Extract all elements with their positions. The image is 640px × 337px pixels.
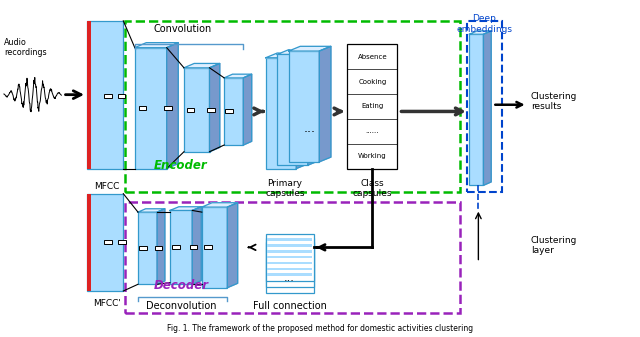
Text: Convolution: Convolution bbox=[154, 24, 212, 34]
Polygon shape bbox=[209, 63, 220, 152]
Bar bbox=[87, 194, 124, 291]
Bar bbox=[172, 245, 179, 249]
Bar bbox=[140, 246, 147, 250]
Bar bbox=[155, 246, 163, 250]
Bar bbox=[87, 194, 92, 291]
Text: Cooking: Cooking bbox=[358, 79, 387, 85]
Polygon shape bbox=[289, 47, 331, 51]
Bar bbox=[267, 273, 312, 276]
Bar bbox=[267, 243, 312, 245]
Polygon shape bbox=[135, 43, 178, 48]
Bar bbox=[267, 247, 312, 250]
FancyBboxPatch shape bbox=[184, 68, 209, 152]
Bar bbox=[189, 245, 197, 249]
Polygon shape bbox=[224, 74, 252, 78]
Bar bbox=[267, 260, 312, 263]
Bar bbox=[267, 273, 312, 276]
Text: Encoder: Encoder bbox=[154, 158, 207, 172]
Text: Decoder: Decoder bbox=[154, 279, 209, 292]
Text: ...: ... bbox=[303, 122, 315, 135]
Polygon shape bbox=[170, 207, 201, 210]
Bar bbox=[139, 106, 147, 110]
Bar bbox=[267, 255, 312, 257]
FancyBboxPatch shape bbox=[138, 212, 157, 284]
FancyBboxPatch shape bbox=[170, 210, 192, 284]
Bar bbox=[266, 234, 314, 281]
Text: ......: ...... bbox=[365, 128, 379, 134]
Polygon shape bbox=[319, 47, 331, 162]
Text: Clustering
results: Clustering results bbox=[531, 92, 577, 111]
Polygon shape bbox=[277, 50, 319, 54]
FancyBboxPatch shape bbox=[266, 58, 296, 168]
Text: Audio
recordings: Audio recordings bbox=[4, 38, 47, 57]
Bar bbox=[267, 249, 312, 251]
Text: ...: ... bbox=[284, 273, 295, 282]
Bar bbox=[348, 44, 397, 168]
Polygon shape bbox=[202, 203, 237, 207]
Text: Full connection: Full connection bbox=[253, 301, 326, 311]
Bar bbox=[267, 266, 312, 269]
Polygon shape bbox=[184, 63, 220, 68]
Polygon shape bbox=[296, 53, 308, 168]
Bar bbox=[225, 110, 233, 114]
Text: Eating: Eating bbox=[361, 103, 383, 110]
FancyBboxPatch shape bbox=[289, 51, 319, 162]
Text: Primary
capsules: Primary capsules bbox=[265, 179, 305, 198]
Bar bbox=[267, 256, 312, 258]
Text: MFCC: MFCC bbox=[94, 182, 120, 191]
Bar bbox=[267, 250, 312, 252]
FancyBboxPatch shape bbox=[202, 207, 227, 288]
Polygon shape bbox=[266, 53, 308, 58]
Bar bbox=[267, 272, 312, 275]
Bar bbox=[164, 106, 172, 110]
Bar bbox=[267, 268, 312, 270]
Polygon shape bbox=[157, 209, 165, 284]
Polygon shape bbox=[483, 31, 491, 185]
FancyBboxPatch shape bbox=[277, 54, 308, 165]
Bar bbox=[267, 267, 312, 270]
Bar bbox=[267, 253, 312, 256]
Text: MFCC': MFCC' bbox=[93, 299, 121, 308]
Bar bbox=[186, 108, 194, 112]
Polygon shape bbox=[138, 209, 165, 212]
Bar bbox=[104, 240, 112, 244]
Bar bbox=[204, 245, 212, 249]
Bar bbox=[267, 279, 312, 282]
Bar bbox=[87, 21, 124, 168]
Text: Class
capsules: Class capsules bbox=[353, 179, 392, 198]
Text: Deconvolution: Deconvolution bbox=[145, 301, 216, 311]
Bar bbox=[266, 238, 314, 287]
Bar bbox=[207, 108, 214, 112]
Polygon shape bbox=[469, 31, 491, 34]
Polygon shape bbox=[243, 74, 252, 145]
Text: Absence: Absence bbox=[358, 54, 387, 60]
Bar bbox=[87, 21, 92, 168]
Bar bbox=[267, 279, 312, 281]
Bar bbox=[267, 285, 312, 288]
Bar bbox=[267, 238, 312, 241]
Bar bbox=[267, 261, 312, 264]
Text: Working: Working bbox=[358, 153, 387, 159]
FancyBboxPatch shape bbox=[135, 48, 167, 168]
Bar bbox=[118, 240, 126, 244]
Bar bbox=[104, 94, 112, 98]
Polygon shape bbox=[227, 203, 237, 288]
Bar bbox=[266, 242, 314, 293]
Bar bbox=[267, 262, 312, 264]
Bar bbox=[118, 94, 125, 98]
Polygon shape bbox=[192, 207, 201, 284]
FancyBboxPatch shape bbox=[224, 78, 243, 145]
Polygon shape bbox=[167, 43, 178, 168]
Text: Fig. 1. The framework of the proposed method for domestic activities clustering: Fig. 1. The framework of the proposed me… bbox=[167, 324, 473, 333]
FancyBboxPatch shape bbox=[469, 34, 483, 185]
Bar bbox=[267, 244, 312, 247]
Text: Clustering
layer: Clustering layer bbox=[531, 236, 577, 255]
Polygon shape bbox=[308, 50, 319, 165]
Text: Deep
embeddings: Deep embeddings bbox=[456, 14, 512, 33]
